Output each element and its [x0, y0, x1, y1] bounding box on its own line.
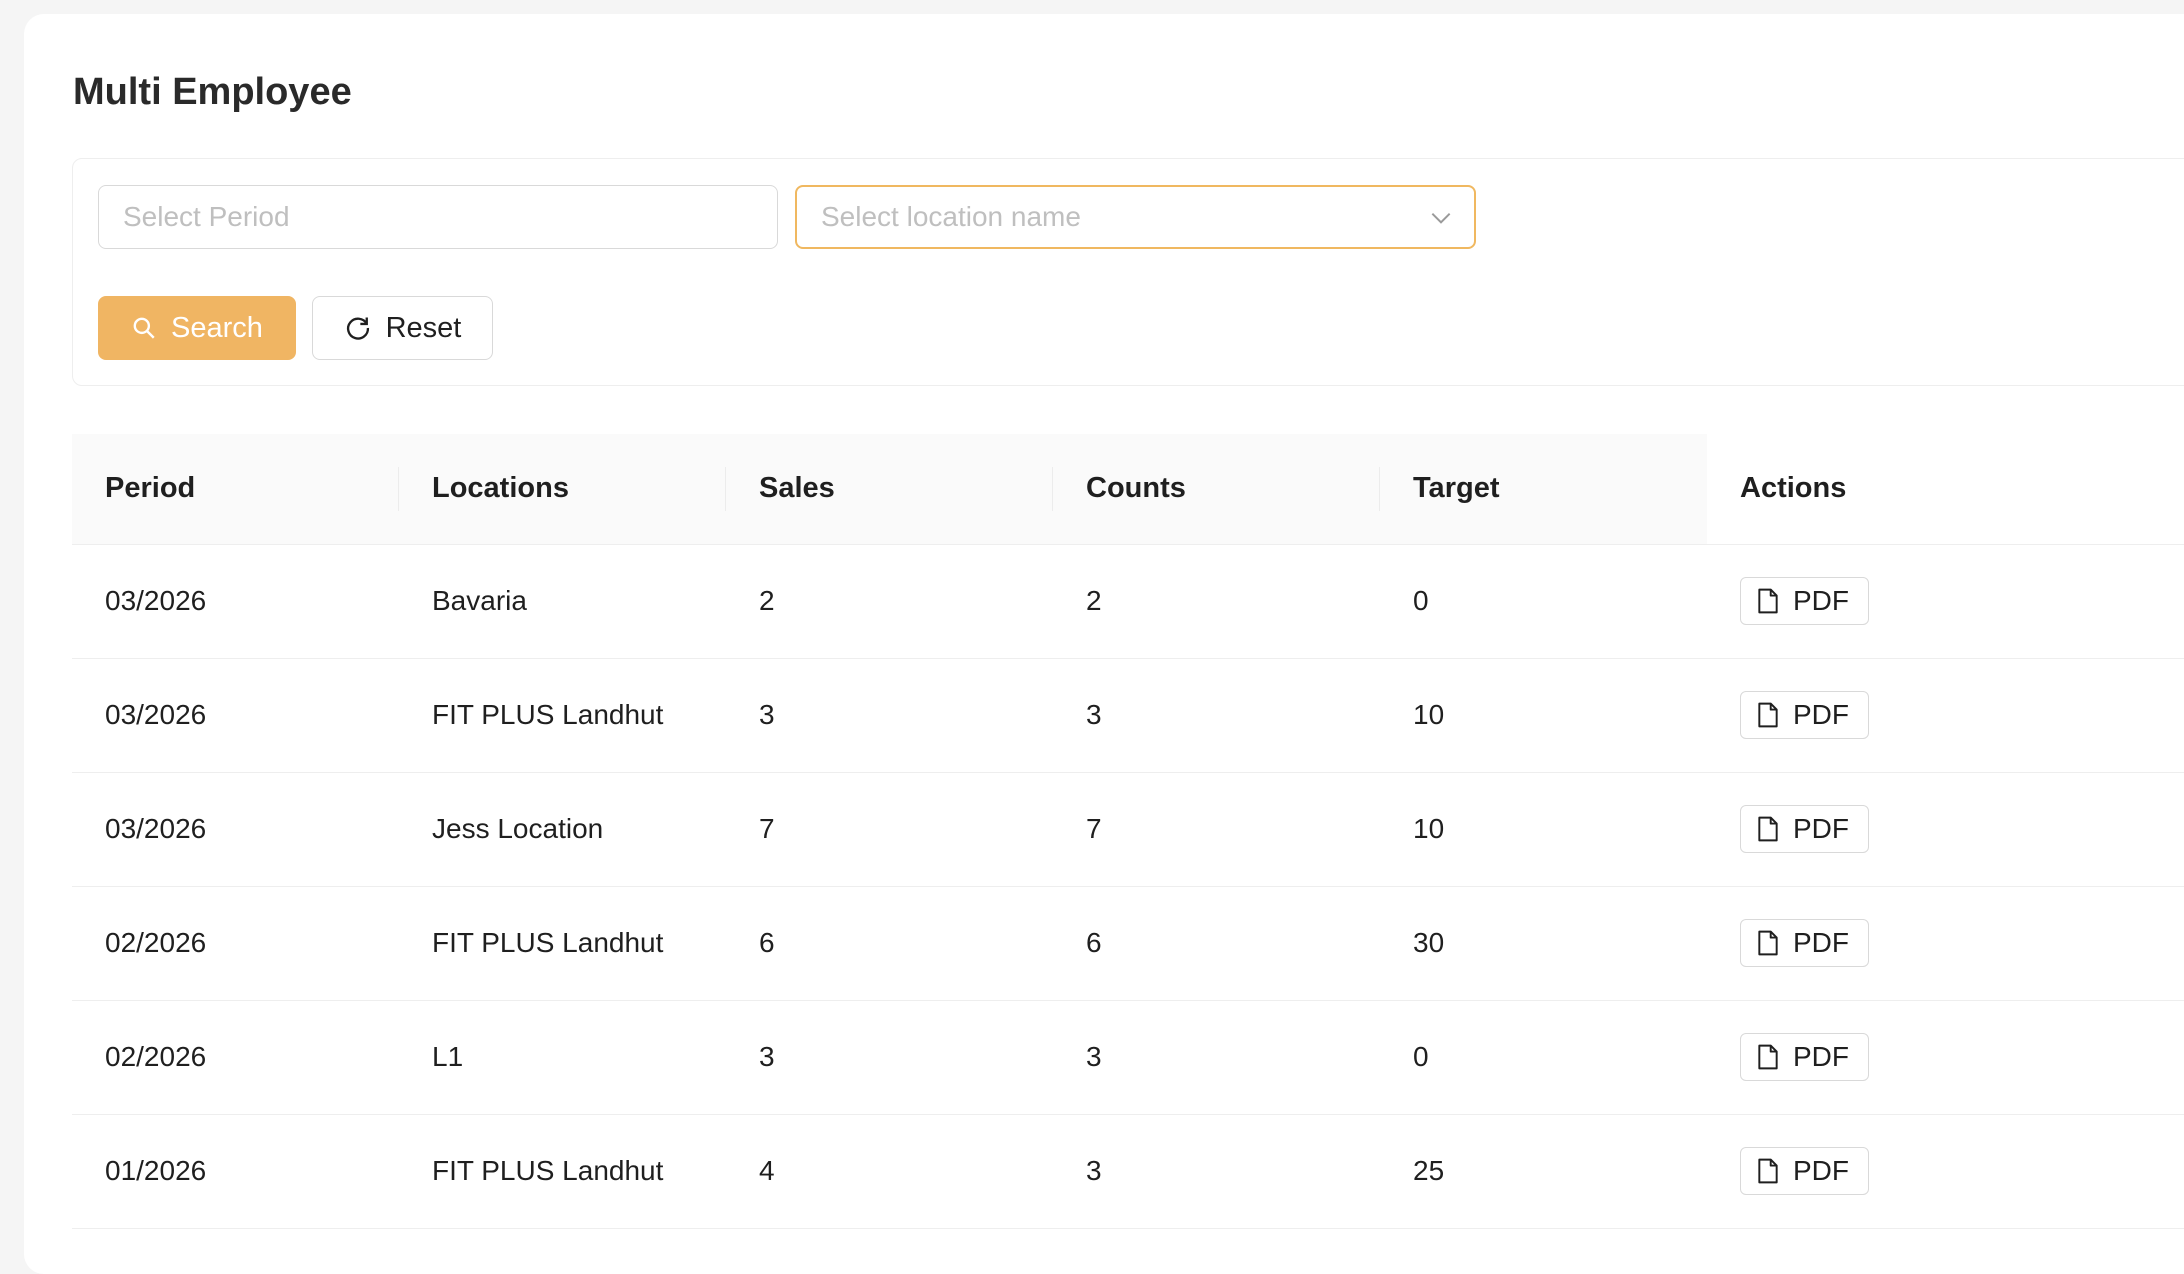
pdf-button-label: PDF — [1793, 927, 1849, 958]
file-icon — [1758, 588, 1778, 614]
table-row: 02/2026 L1 3 3 0 PDF — [72, 1000, 2184, 1115]
cell-actions: PDF — [1707, 772, 2184, 887]
chevron-down-icon — [1431, 212, 1451, 224]
pdf-button-label: PDF — [1793, 813, 1849, 844]
column-header-target: Target — [1380, 434, 1707, 545]
table-row: 03/2026 FIT PLUS Landhut 3 3 10 PDF — [72, 658, 2184, 773]
cell-target: 30 — [1380, 886, 1707, 1001]
pdf-button-label: PDF — [1793, 585, 1849, 616]
cell-counts: 6 — [1053, 886, 1380, 1001]
pdf-button[interactable]: PDF — [1740, 919, 1869, 967]
location-select-placeholder: Select location name — [821, 201, 1081, 232]
results-table: Period Locations Sales Counts Target Act… — [72, 434, 2184, 1229]
file-icon — [1758, 1158, 1778, 1184]
pdf-button[interactable]: PDF — [1740, 1147, 1869, 1195]
reload-icon — [346, 317, 369, 340]
cell-location: L1 — [399, 1000, 726, 1115]
location-select[interactable]: Select location name — [795, 185, 1476, 249]
pdf-button-label: PDF — [1793, 699, 1849, 730]
table-row: 02/2026 FIT PLUS Landhut 6 6 30 PDF — [72, 886, 2184, 1001]
cell-sales: 7 — [726, 772, 1053, 887]
table-row: 03/2026 Jess Location 7 7 10 PDF — [72, 772, 2184, 887]
search-icon — [133, 317, 155, 339]
column-header-sales: Sales — [726, 434, 1053, 545]
column-header-actions: Actions — [1707, 434, 2184, 545]
cell-target: 25 — [1380, 1114, 1707, 1229]
column-header-locations: Locations — [399, 434, 726, 545]
cell-location: FIT PLUS Landhut — [399, 658, 726, 773]
table-row: 01/2026 FIT PLUS Landhut 4 3 25 PDF — [72, 1114, 2184, 1229]
cell-actions: PDF — [1707, 544, 2184, 659]
file-icon — [1758, 816, 1778, 842]
cell-location: Bavaria — [399, 544, 726, 659]
pdf-button-label: PDF — [1793, 1041, 1849, 1072]
reset-button-label: Reset — [385, 311, 462, 344]
cell-period: 03/2026 — [72, 772, 399, 887]
reset-button[interactable]: Reset — [312, 296, 493, 360]
cell-actions: PDF — [1707, 886, 2184, 1001]
cell-target: 0 — [1380, 544, 1707, 659]
cell-location: FIT PLUS Landhut — [399, 886, 726, 1001]
pdf-button[interactable]: PDF — [1740, 577, 1869, 625]
pdf-button[interactable]: PDF — [1740, 691, 1869, 739]
file-icon — [1758, 702, 1778, 728]
cell-sales: 3 — [726, 1000, 1053, 1115]
cell-period: 03/2026 — [72, 544, 399, 659]
cell-actions: PDF — [1707, 1000, 2184, 1115]
cell-counts: 3 — [1053, 658, 1380, 773]
pdf-button[interactable]: PDF — [1740, 1033, 1869, 1081]
cell-sales: 6 — [726, 886, 1053, 1001]
cell-period: 03/2026 — [72, 658, 399, 773]
table-header: Period Locations Sales Counts Target Act… — [72, 434, 2184, 545]
table-header-row: Period Locations Sales Counts Target Act… — [72, 434, 2184, 545]
file-icon — [1758, 1044, 1778, 1070]
pdf-button[interactable]: PDF — [1740, 805, 1869, 853]
period-input[interactable] — [98, 185, 778, 249]
cell-counts: 3 — [1053, 1114, 1380, 1229]
table-body: 03/2026 Bavaria 2 2 0 PDF 03/2026 FIT PLUS Land… — [72, 544, 2184, 1229]
cell-location: FIT PLUS Landhut — [399, 1114, 726, 1229]
cell-actions: PDF — [1707, 658, 2184, 773]
pdf-button-label: PDF — [1793, 1155, 1849, 1186]
cell-target: 0 — [1380, 1000, 1707, 1115]
cell-counts: 7 — [1053, 772, 1380, 887]
cell-sales: 2 — [726, 544, 1053, 659]
cell-counts: 2 — [1053, 544, 1380, 659]
cell-counts: 3 — [1053, 1000, 1380, 1115]
results-table-wrapper: Period Locations Sales Counts Target Act… — [72, 434, 2184, 1229]
search-button[interactable]: Search — [98, 296, 296, 360]
column-header-counts: Counts — [1053, 434, 1380, 545]
cell-sales: 3 — [726, 658, 1053, 773]
cell-target: 10 — [1380, 658, 1707, 773]
file-icon — [1758, 930, 1778, 956]
cell-period: 02/2026 — [72, 886, 399, 1001]
cell-target: 10 — [1380, 772, 1707, 887]
column-header-period: Period — [72, 434, 399, 545]
page-title: Multi Employee — [73, 71, 352, 113]
cell-period: 02/2026 — [72, 1000, 399, 1115]
cell-sales: 4 — [726, 1114, 1053, 1229]
search-button-label: Search — [171, 311, 263, 344]
cell-location: Jess Location — [399, 772, 726, 887]
cell-actions: PDF — [1707, 1114, 2184, 1229]
table-row: 03/2026 Bavaria 2 2 0 PDF — [72, 544, 2184, 659]
cell-period: 01/2026 — [72, 1114, 399, 1229]
